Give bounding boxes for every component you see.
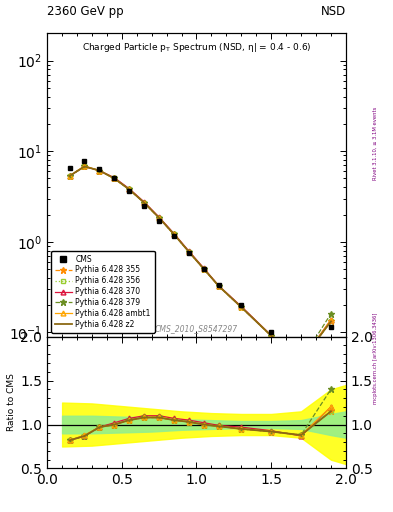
Text: Charged Particle $\mathregular{p_T}$ Spectrum (NSD, η| = 0.4 - 0.6): Charged Particle $\mathregular{p_T}$ Spe… [82,41,311,54]
Y-axis label: Ratio to CMS: Ratio to CMS [7,374,16,432]
Text: NSD: NSD [321,5,346,18]
Text: 2360 GeV pp: 2360 GeV pp [47,5,124,18]
Text: Rivet 3.1.10, ≥ 3.1M events: Rivet 3.1.10, ≥ 3.1M events [373,106,378,180]
Legend: CMS, Pythia 6.428 355, Pythia 6.428 356, Pythia 6.428 370, Pythia 6.428 379, Pyt: CMS, Pythia 6.428 355, Pythia 6.428 356,… [51,251,154,333]
Text: mcplots.cern.ch [arXiv:1306.3436]: mcplots.cern.ch [arXiv:1306.3436] [373,313,378,404]
Text: CMS_2010_S8547297: CMS_2010_S8547297 [155,325,238,334]
